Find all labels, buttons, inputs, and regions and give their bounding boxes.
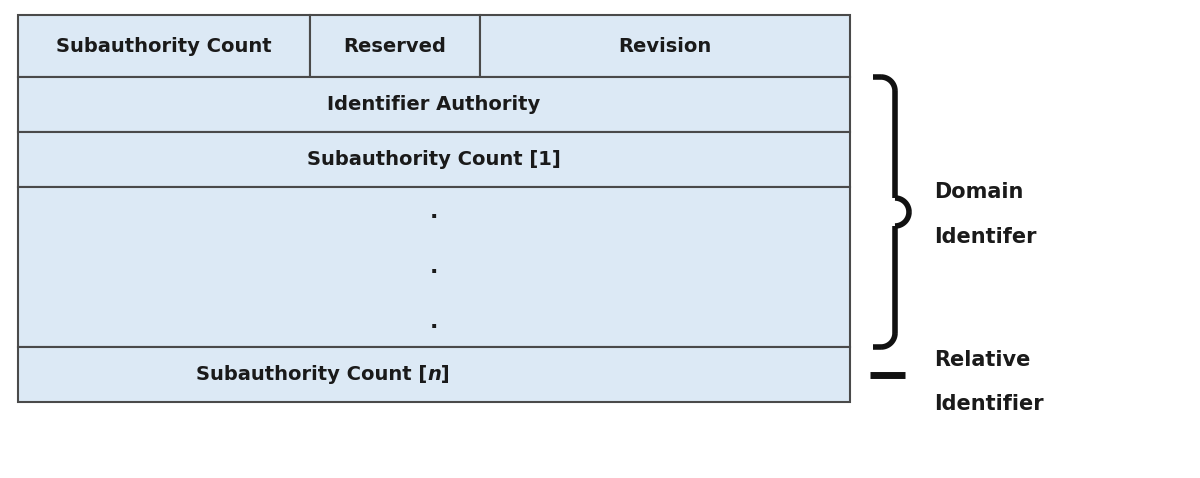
Text: n: n: [427, 365, 440, 384]
Bar: [18, 347, 850, 402]
Text: Identifier: Identifier: [934, 394, 1044, 414]
Text: Subauthority Count [1]: Subauthority Count [1]: [307, 150, 560, 169]
Text: .: .: [430, 257, 438, 277]
Bar: [18, 77, 850, 132]
Bar: [18, 132, 850, 187]
Text: Reserved: Reserved: [343, 36, 446, 55]
Text: Relative: Relative: [934, 349, 1031, 369]
Text: Identifier Authority: Identifier Authority: [328, 95, 541, 114]
Bar: [310, 15, 480, 77]
Bar: [480, 15, 850, 77]
Text: Identifer: Identifer: [934, 227, 1037, 247]
Text: ]: ]: [434, 365, 450, 384]
Text: Revision: Revision: [618, 36, 712, 55]
Text: .: .: [430, 312, 438, 332]
Text: .: .: [430, 202, 438, 222]
Text: Subauthority Count: Subauthority Count: [56, 36, 272, 55]
Text: Subauthority Count [: Subauthority Count [: [196, 365, 434, 384]
Bar: [18, 187, 850, 347]
Bar: [18, 15, 310, 77]
Text: Domain: Domain: [934, 182, 1024, 202]
